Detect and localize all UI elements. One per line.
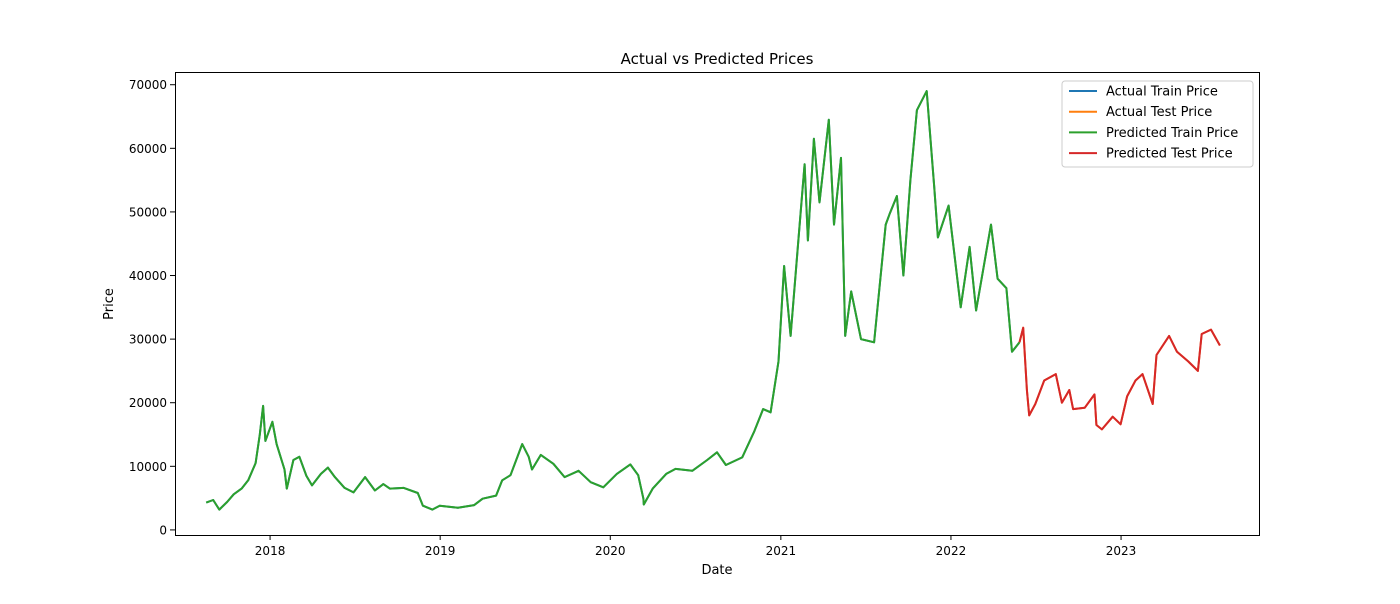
y-tick-label: 60000: [129, 142, 167, 156]
series-layer: [205, 90, 1221, 511]
legend: Actual Train Price Actual Test Price Predi…: [1061, 80, 1254, 168]
legend-label: Predicted Test Price: [1106, 147, 1233, 162]
y-tick-label: 20000: [129, 396, 167, 410]
x-tick-label: 2022: [936, 544, 967, 558]
x-tick-label: 2018: [255, 544, 286, 558]
chart-title: Actual vs Predicted Prices: [621, 50, 814, 68]
y-tick-label: 10000: [129, 460, 167, 474]
x-tick-label: 2020: [595, 544, 626, 558]
y-tick-label: 50000: [129, 205, 167, 219]
y-tick-label: 40000: [129, 269, 167, 283]
plot-area-frame: [175, 72, 1260, 536]
x-tick-label: 2023: [1106, 544, 1137, 558]
legend-label: Actual Test Price: [1106, 105, 1212, 120]
legend-label: Actual Train Price: [1106, 85, 1218, 100]
x-tick-label: 2019: [425, 544, 456, 558]
series-line-predicted-train-price: [205, 90, 1021, 511]
legend-label: Predicted Train Price: [1106, 126, 1238, 141]
x-axis: 2018 2019 2020 2021 2022 2023: [255, 535, 1137, 558]
y-tick-label: 0: [159, 523, 167, 537]
x-axis-label: Date: [701, 563, 732, 578]
series-line-predicted-test-price: [1018, 326, 1221, 431]
y-tick-label: 30000: [129, 333, 167, 347]
x-tick-label: 2021: [766, 544, 797, 558]
y-axis-label: Price: [102, 288, 117, 320]
y-tick-label: 70000: [129, 78, 167, 92]
legend-box: [1061, 80, 1254, 168]
y-axis: 0 10000 20000 30000 40000 50000 60000 70000: [129, 78, 175, 537]
